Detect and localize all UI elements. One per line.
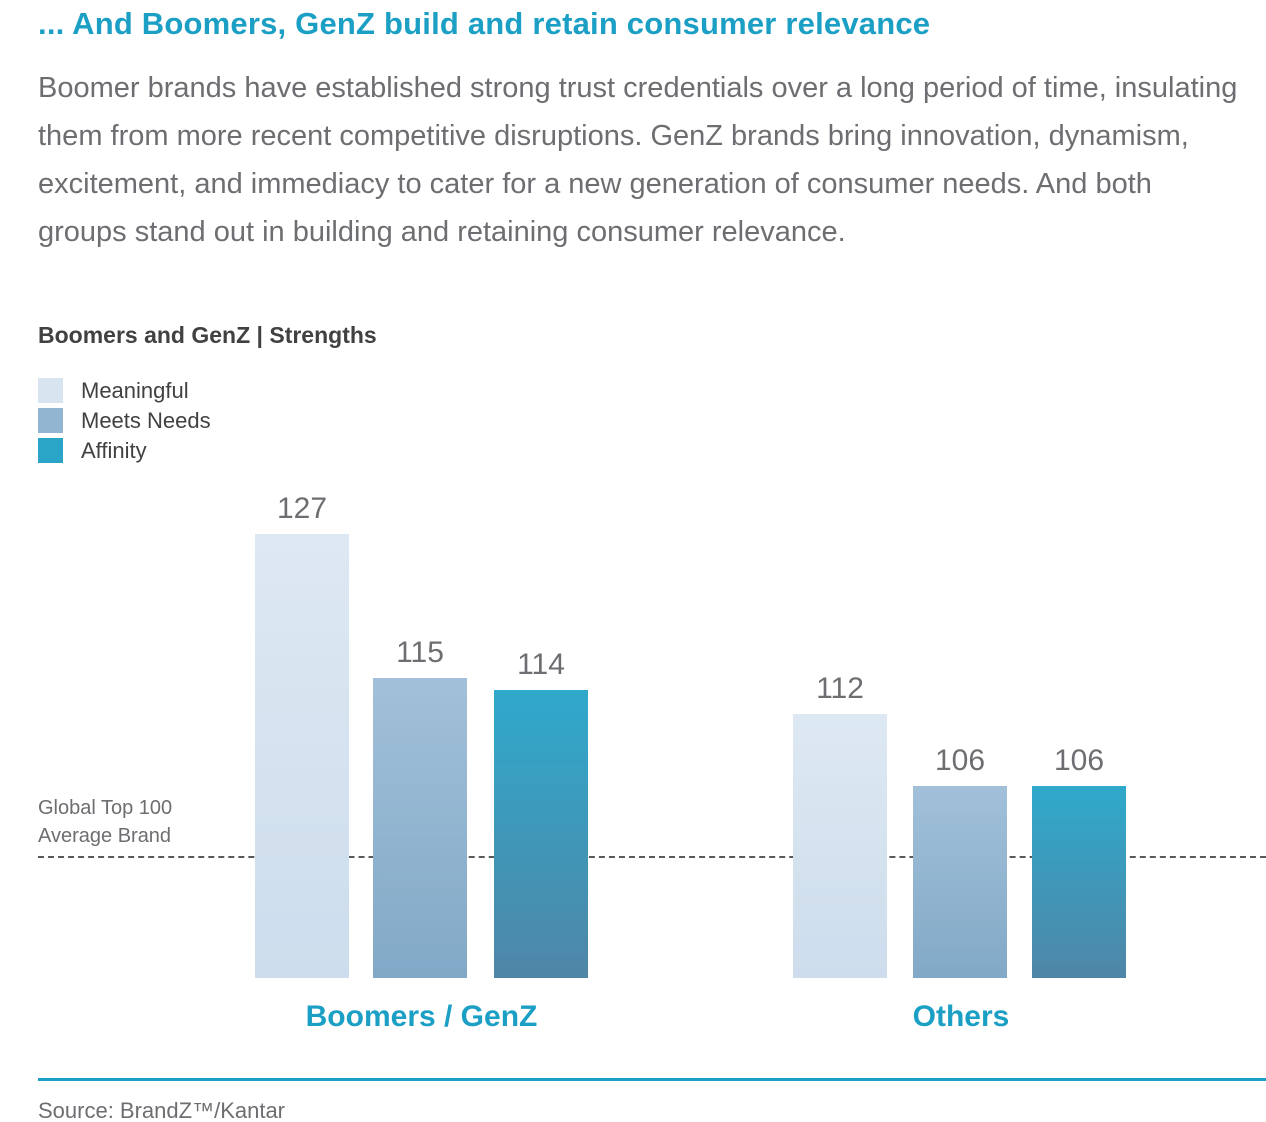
footer-divider [38,1078,1266,1081]
legend-swatch-affinity [38,438,63,463]
bar-value-label: 127 [276,492,328,525]
average-line-label-line1: Global Top 100 [38,797,173,819]
legend-item-meaningful: Meaningful [38,378,211,403]
legend-item-affinity: Affinity [38,438,211,463]
bar-meaningful-others [793,714,887,978]
legend-label-meets-needs: Meets Needs [81,407,211,433]
legend-label-meaningful: Meaningful [81,377,189,403]
average-line-label-line2: Average Brand [38,825,172,847]
bar-column-others-meets-needs: 106 [913,744,1007,978]
bar-value-label: 106 [934,744,986,777]
bar-chart: Global Top 100 Average Brand 127 115 114… [0,470,1266,978]
legend-swatch-meets-needs [38,408,63,433]
bar-column-boomers-meaningful: 127 [255,492,349,978]
bar-column-boomers-affinity: 114 [494,648,588,978]
page-title: ... And Boomers, GenZ build and retain c… [38,6,931,41]
average-reference-line [38,856,1266,858]
average-line-label: Global Top 100 Average Brand [38,794,172,850]
bar-value-label: 112 [816,672,864,705]
legend-item-meets-needs: Meets Needs [38,408,211,433]
intro-paragraph: Boomer brands have established strong tr… [38,72,1238,248]
bar-affinity-boomers-genz [494,690,588,978]
bar-value-label: 115 [396,636,444,669]
bar-value-label: 106 [1053,744,1105,777]
bar-column-others-meaningful: 112 [793,672,887,978]
category-label-others: Others [912,1000,1010,1033]
legend-swatch-meaningful [38,378,63,403]
bar-meets-needs-others [913,786,1007,978]
legend-label-affinity: Affinity [81,437,147,463]
bar-column-others-affinity: 106 [1032,744,1126,978]
bar-affinity-others [1032,786,1126,978]
bar-meaningful-boomers-genz [255,534,349,978]
chart-legend: Meaningful Meets Needs Affinity [38,378,211,468]
source-note: Source: BrandZ™/Kantar [38,1098,286,1122]
bar-value-label: 114 [517,648,565,681]
bar-column-boomers-meets-needs: 115 [373,636,467,978]
bar-meets-needs-boomers-genz [373,678,467,978]
category-label-boomers-genz: Boomers / GenZ [305,1000,538,1033]
chart-subtitle: Boomers and GenZ | Strengths [38,322,377,348]
